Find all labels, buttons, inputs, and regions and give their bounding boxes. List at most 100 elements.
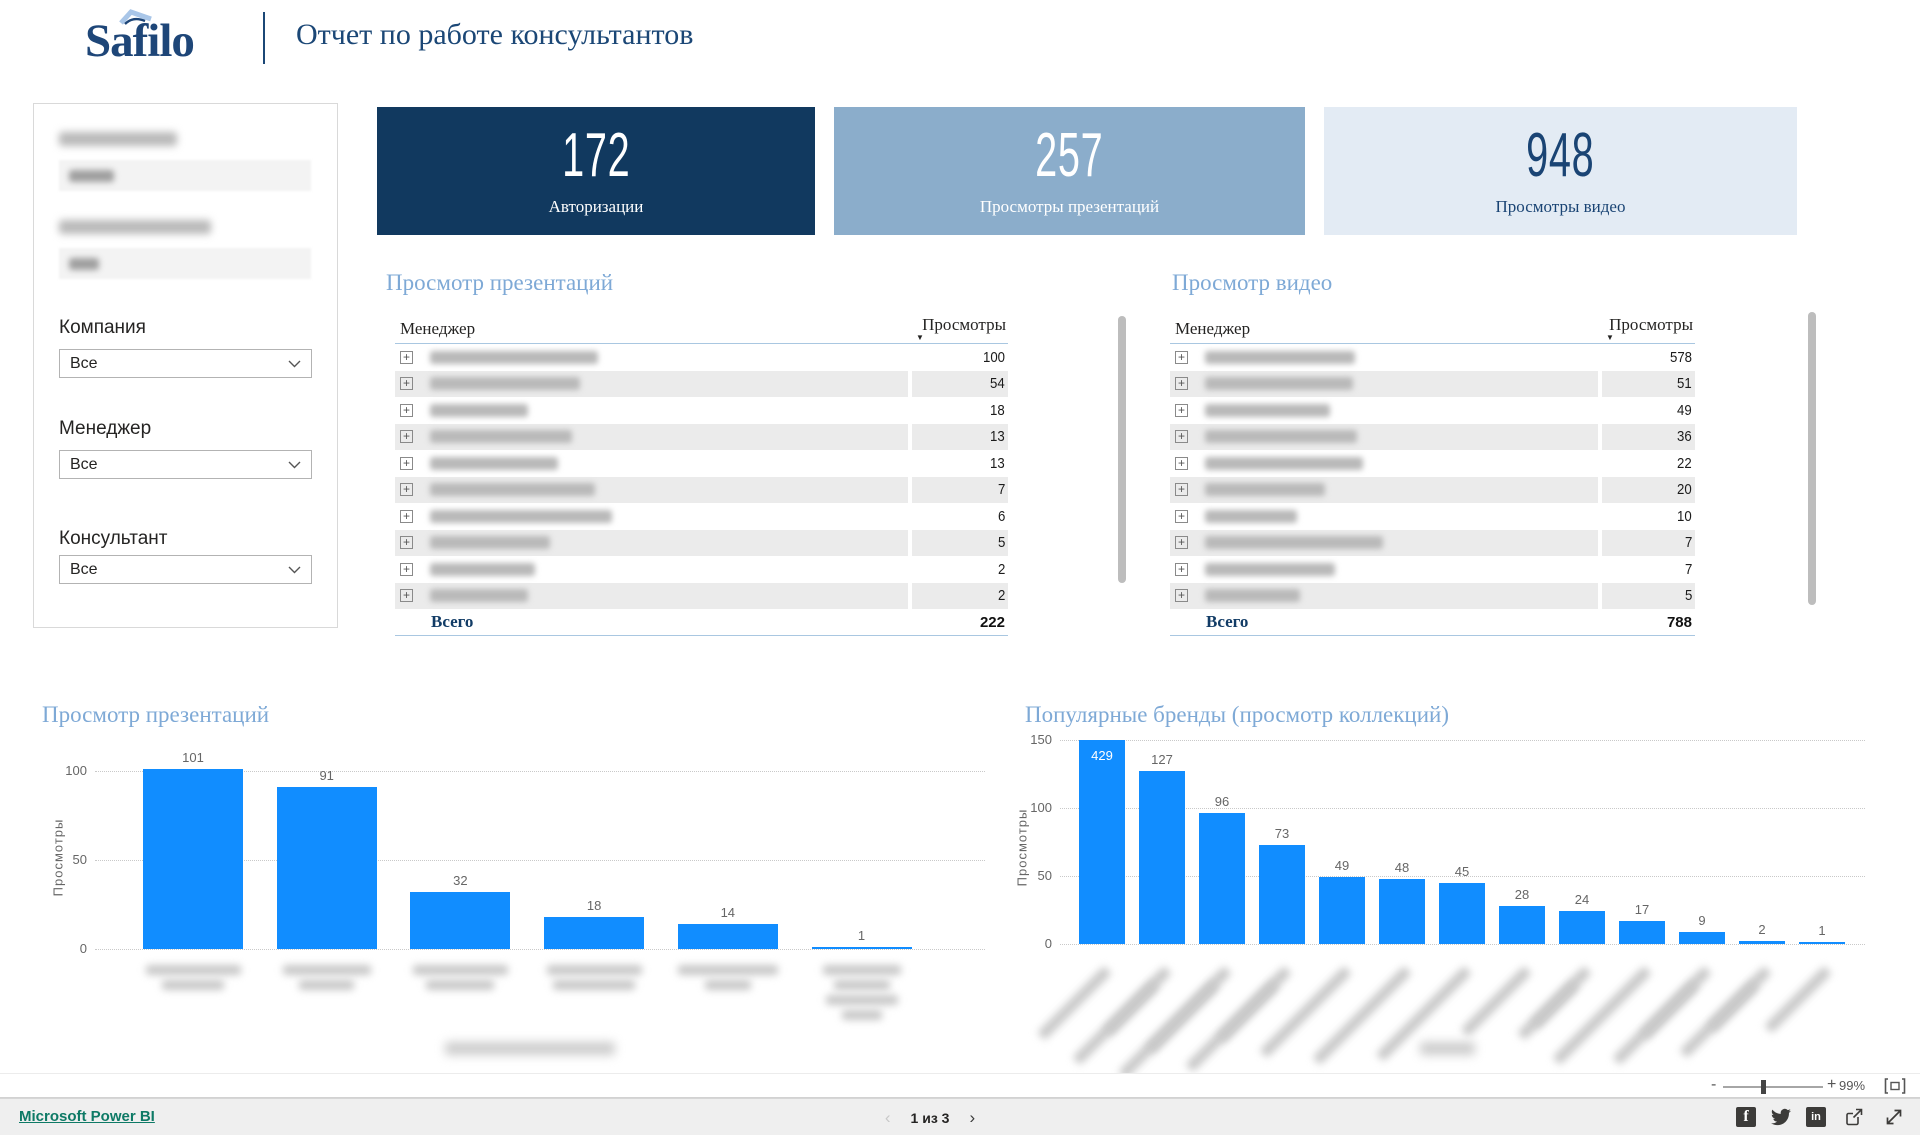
column-header-views[interactable]: Просмотры	[1609, 315, 1693, 334]
filter-label-company: Компания	[59, 317, 146, 338]
microsoft-powerbi-link[interactable]: Microsoft Power BI	[19, 1108, 155, 1125]
expand-plus-icon[interactable]: +	[1175, 562, 1188, 576]
table-row[interactable]: +36	[1170, 423, 1695, 450]
bar[interactable]	[1799, 942, 1845, 944]
bar[interactable]	[1619, 920, 1665, 944]
linkedin-icon[interactable]: in	[1806, 1107, 1826, 1127]
column-header-views[interactable]: Просмотры	[922, 315, 1006, 334]
expand-plus-icon[interactable]: +	[400, 483, 413, 497]
expand-plus-icon[interactable]: +	[400, 562, 413, 576]
fullscreen-icon[interactable]	[1884, 1107, 1904, 1127]
table-row[interactable]: +51	[1170, 370, 1695, 397]
bar[interactable]	[143, 769, 243, 949]
table-row[interactable]: +49	[1170, 397, 1695, 424]
bar[interactable]	[1739, 941, 1785, 944]
facebook-icon[interactable]: f	[1736, 1107, 1756, 1127]
bar[interactable]	[1079, 740, 1125, 944]
table-row[interactable]: +7	[1170, 556, 1695, 583]
redacted-filter-dropdown[interactable]	[59, 160, 311, 191]
expand-plus-icon[interactable]: +	[400, 350, 413, 364]
twitter-icon[interactable]	[1771, 1107, 1791, 1127]
expand-plus-icon[interactable]: +	[1175, 456, 1188, 470]
table-total-row: Всего 222	[395, 609, 1008, 636]
expand-plus-icon[interactable]: +	[400, 589, 413, 603]
bar[interactable]	[410, 892, 511, 949]
table-row[interactable]: +22	[1170, 450, 1695, 477]
table-row[interactable]: +13	[395, 423, 1008, 450]
share-icon[interactable]	[1844, 1107, 1864, 1127]
table-row[interactable]: +54	[395, 370, 1008, 397]
expand-plus-icon[interactable]: +	[400, 377, 413, 391]
bar[interactable]	[677, 924, 778, 949]
expand-plus-icon[interactable]: +	[400, 536, 413, 550]
table-scrollbar[interactable]	[1118, 316, 1126, 583]
y-axis-tick: 0	[1044, 936, 1052, 951]
bar[interactable]	[1199, 813, 1245, 944]
table-row[interactable]: +2	[395, 582, 1008, 609]
y-axis-tick: 150	[1030, 732, 1052, 747]
kpi-card-presentation-views[interactable]: 257 Просмотры презентаций	[834, 107, 1305, 235]
kpi-label: Просмотры видео	[1495, 197, 1626, 216]
expand-plus-icon[interactable]: +	[1175, 403, 1188, 417]
expand-plus-icon[interactable]: +	[1175, 589, 1188, 603]
table-scrollbar[interactable]	[1808, 312, 1816, 605]
kpi-card-video-views[interactable]: 948 Просмотры видео	[1324, 107, 1797, 235]
consultant-dropdown[interactable]: Все	[59, 555, 312, 584]
table-row[interactable]: +20	[1170, 476, 1695, 503]
gridline	[95, 771, 985, 772]
bar[interactable]	[1499, 905, 1545, 944]
redacted-filter-dropdown[interactable]	[59, 248, 311, 279]
expand-plus-icon[interactable]: +	[1175, 350, 1188, 364]
zoom-in-button[interactable]: +	[1827, 1076, 1837, 1093]
company-dropdown[interactable]: Все	[59, 349, 312, 378]
bar[interactable]	[1379, 878, 1425, 944]
expand-plus-icon[interactable]: +	[400, 456, 413, 470]
fit-to-width-icon[interactable]	[1884, 1078, 1906, 1094]
views-value: 13	[912, 423, 1008, 450]
sort-desc-icon[interactable]: ▼	[1606, 333, 1614, 342]
table-row[interactable]: +18	[395, 397, 1008, 424]
table-row[interactable]: +2	[395, 556, 1008, 583]
table-rows: +578 +51 +49 +36 +22 +20 +10 +7 +7 +5	[1170, 344, 1695, 609]
table-row[interactable]: +578	[1170, 344, 1695, 371]
redacted-x-category	[704, 980, 751, 990]
redacted-manager-name	[1205, 350, 1355, 364]
table-row[interactable]: +100	[395, 344, 1008, 371]
table-row[interactable]: +7	[1170, 529, 1695, 556]
column-header-manager[interactable]: Менеджер	[1175, 319, 1251, 338]
expand-plus-icon[interactable]: +	[1175, 483, 1188, 497]
previous-page-icon[interactable]: ‹	[884, 1107, 891, 1127]
zoom-out-button[interactable]: -	[1711, 1076, 1717, 1093]
bar[interactable]	[1439, 882, 1485, 944]
expand-plus-icon[interactable]: +	[400, 509, 413, 523]
bar[interactable]	[1259, 844, 1305, 944]
bar[interactable]	[1319, 877, 1365, 944]
manager-dropdown[interactable]: Все	[59, 450, 312, 479]
table-row[interactable]: +10	[1170, 503, 1695, 530]
bar[interactable]	[811, 947, 912, 949]
bar[interactable]	[1679, 931, 1725, 944]
expand-plus-icon[interactable]: +	[1175, 509, 1188, 523]
bar-value-label: 9	[1698, 912, 1706, 928]
expand-plus-icon[interactable]: +	[400, 403, 413, 417]
table-row[interactable]: +6	[395, 503, 1008, 530]
bar[interactable]	[276, 787, 377, 949]
bar[interactable]	[1139, 771, 1185, 944]
bar[interactable]	[544, 916, 645, 949]
expand-plus-icon[interactable]: +	[1175, 536, 1188, 550]
zoom-slider[interactable]	[1723, 1080, 1823, 1094]
bar[interactable]	[1559, 911, 1605, 944]
table-row[interactable]: +5	[395, 529, 1008, 556]
expand-plus-icon[interactable]: +	[400, 430, 413, 444]
table-row[interactable]: +5	[1170, 582, 1695, 609]
sort-desc-icon[interactable]: ▼	[916, 333, 924, 342]
table-row[interactable]: +7	[395, 476, 1008, 503]
zoom-slider-handle[interactable]	[1761, 1080, 1766, 1094]
column-header-manager[interactable]: Менеджер	[400, 319, 476, 338]
manager-cell: +	[1170, 344, 1598, 371]
table-row[interactable]: +13	[395, 450, 1008, 477]
expand-plus-icon[interactable]: +	[1175, 430, 1188, 444]
expand-plus-icon[interactable]: +	[1175, 377, 1188, 391]
next-page-icon[interactable]: ›	[969, 1107, 976, 1127]
kpi-card-authorizations[interactable]: 172 Авторизации	[377, 107, 815, 235]
